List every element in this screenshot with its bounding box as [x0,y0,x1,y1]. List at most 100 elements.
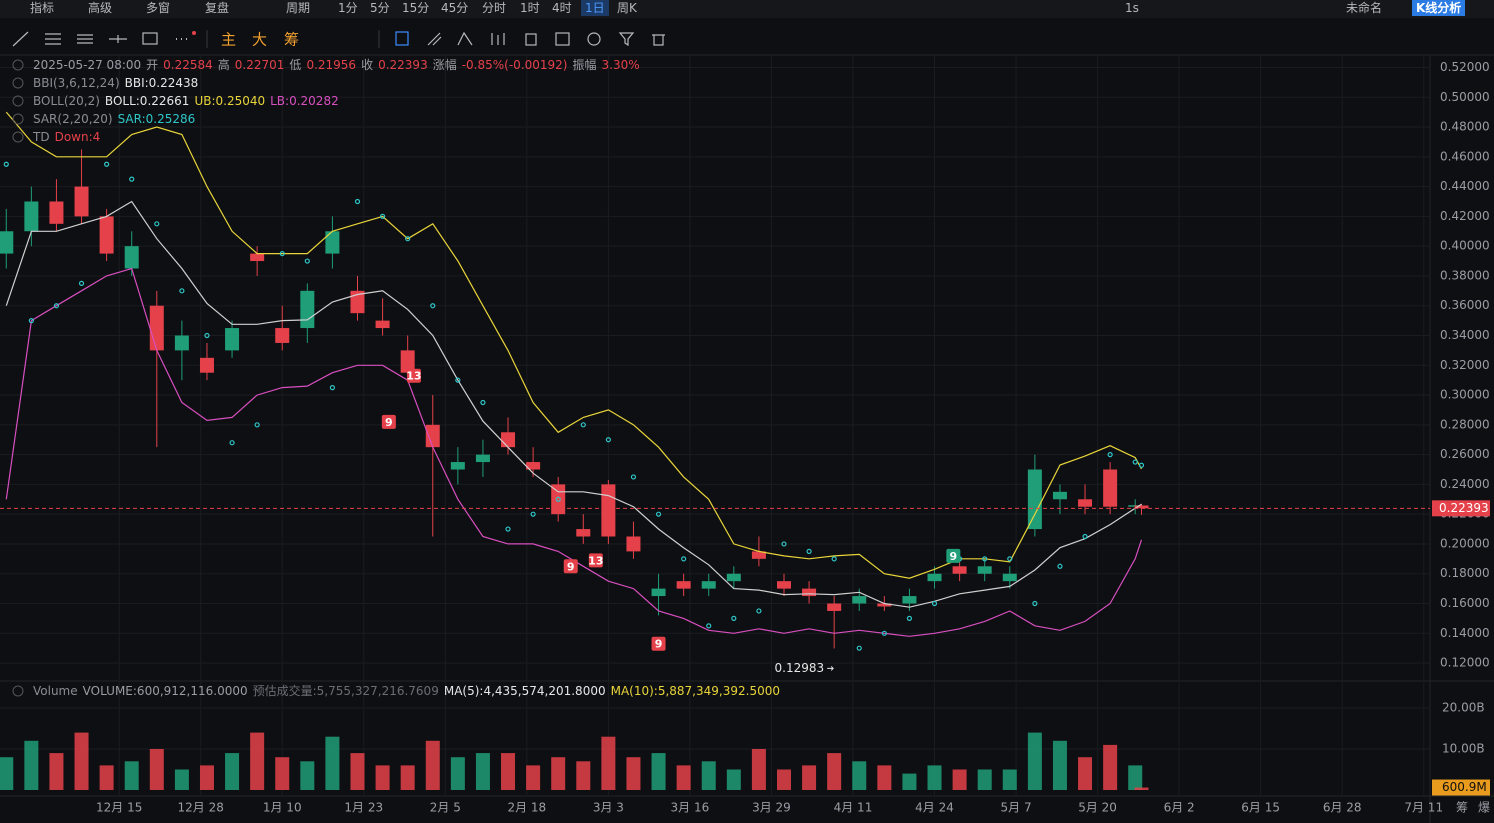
volume-bar [676,765,691,790]
volume-bar [902,773,917,790]
toolbar-item[interactable]: 多窗 [146,1,171,15]
sar-dot [430,303,436,309]
y-tick-label: 0.36000 [1440,298,1490,312]
volume-bar [1128,765,1143,790]
candle-body [952,566,967,574]
toolbar-item[interactable]: 周期 [286,1,311,15]
header-item: 高 [218,57,230,72]
volume-tag [1432,779,1490,796]
td-badge [563,559,578,574]
td-badge [651,636,666,651]
sar-dot [1007,556,1013,562]
sar-dot [304,258,310,264]
sar-dot [1082,533,1088,540]
volume-bar [475,753,490,790]
header-item: TD [32,130,50,144]
sar-dot [154,221,160,227]
volume-bar [927,765,942,790]
candle-body [902,596,917,604]
tool-filter[interactable] [618,32,635,47]
toolbar-item[interactable]: 5分 [370,1,390,15]
tool-toggle[interactable]: 筹 [284,31,299,49]
candle-body [977,566,992,574]
toolbar-item[interactable]: 高级 [88,1,113,15]
tool-magnet[interactable] [395,31,409,46]
sar-dot [28,318,34,324]
header-item: 0.22393 [378,58,428,72]
y-tick-label: 0.40000 [1440,239,1490,253]
toolbar-item[interactable]: 复盘 [205,1,230,15]
header-item: 0.22701 [235,58,285,72]
candle-body [250,253,265,262]
y-tick-label: 0.42000 [1440,209,1490,223]
header-item: 开 [146,58,158,72]
volume-bar [174,769,189,790]
drawing-tools [12,30,665,48]
tool-pen[interactable] [457,31,473,46]
tool-channel[interactable] [77,34,93,44]
tool-ruler[interactable] [427,32,442,46]
sar-dot [831,556,837,562]
candle-body [1027,469,1042,530]
volume-bar [626,757,641,790]
header-icon [12,95,24,107]
candle-body [0,231,14,254]
volume-bar [300,761,315,790]
tool-note[interactable] [555,32,570,46]
toolbar-item[interactable]: 1s [1125,1,1139,15]
y-tick-label: 0.24000 [1440,477,1490,491]
toolbar-item[interactable]: 周K [617,1,637,15]
y-tick-label: 20.00B [1442,701,1485,715]
volume-bar [1052,740,1067,790]
x-tick-label: 3月 29 [752,801,791,815]
candle-body [927,573,942,582]
toolbar-item[interactable]: 45分 [441,1,469,15]
tool-hline[interactable] [109,35,127,43]
sar-dot [129,176,135,182]
volume-bar [601,736,616,790]
toolbar-item[interactable]: 未命名 [1346,1,1383,15]
candle-body [325,231,340,254]
sar-dot [104,161,110,167]
toolbar-item[interactable]: 1时 [520,1,540,15]
tool-rect[interactable] [142,32,158,45]
tool-parallel[interactable] [45,33,61,45]
candle-body [526,462,541,470]
volume-bar [751,749,766,790]
header-item: 预估成交量:5,755,327,216.7609 [253,683,439,698]
volume-bar [526,765,541,790]
toolbar-item[interactable]: K线分析 [1412,0,1466,16]
tool-toggle[interactable]: 主 [221,31,236,49]
header-item: -0.85%(-0.00192) [462,58,568,72]
toolbar-item[interactable]: 分时 [482,1,507,15]
header-item: 振幅 [573,57,597,72]
sar-dot [1032,600,1038,607]
tool-bars[interactable] [491,33,505,45]
toolbar-item[interactable]: 1分 [338,1,358,15]
volume-bar [651,753,666,790]
toolbar-item[interactable]: 15分 [402,1,430,15]
tool-layer[interactable] [587,32,601,46]
toolbar-item[interactable]: 1日 [581,0,609,16]
tool-toggle[interactable]: 大 [252,31,267,49]
candle-body [651,588,666,597]
tool-delete[interactable] [652,34,665,46]
background [0,18,1494,823]
y-tick-label: 0.50000 [1440,90,1490,104]
header-item: 0.21956 [306,58,356,72]
volume-bar [375,765,390,790]
y-tick-label: 0.18000 [1440,566,1490,580]
candle-body [501,432,516,448]
candle-body [852,596,867,604]
y-tick-label: 0.16000 [1440,596,1490,610]
tool-line[interactable] [12,31,29,47]
td-label: 9 [385,416,393,429]
header-item: 涨幅 [433,57,457,72]
td-label: 13 [406,370,421,383]
toolbar-item[interactable]: 4时 [552,1,572,15]
sar-dot [856,645,862,651]
sar-dot [455,377,461,383]
tool-lock[interactable] [525,33,537,46]
toolbar-item[interactable]: 指标 [30,1,55,15]
sar-dot [379,213,386,219]
